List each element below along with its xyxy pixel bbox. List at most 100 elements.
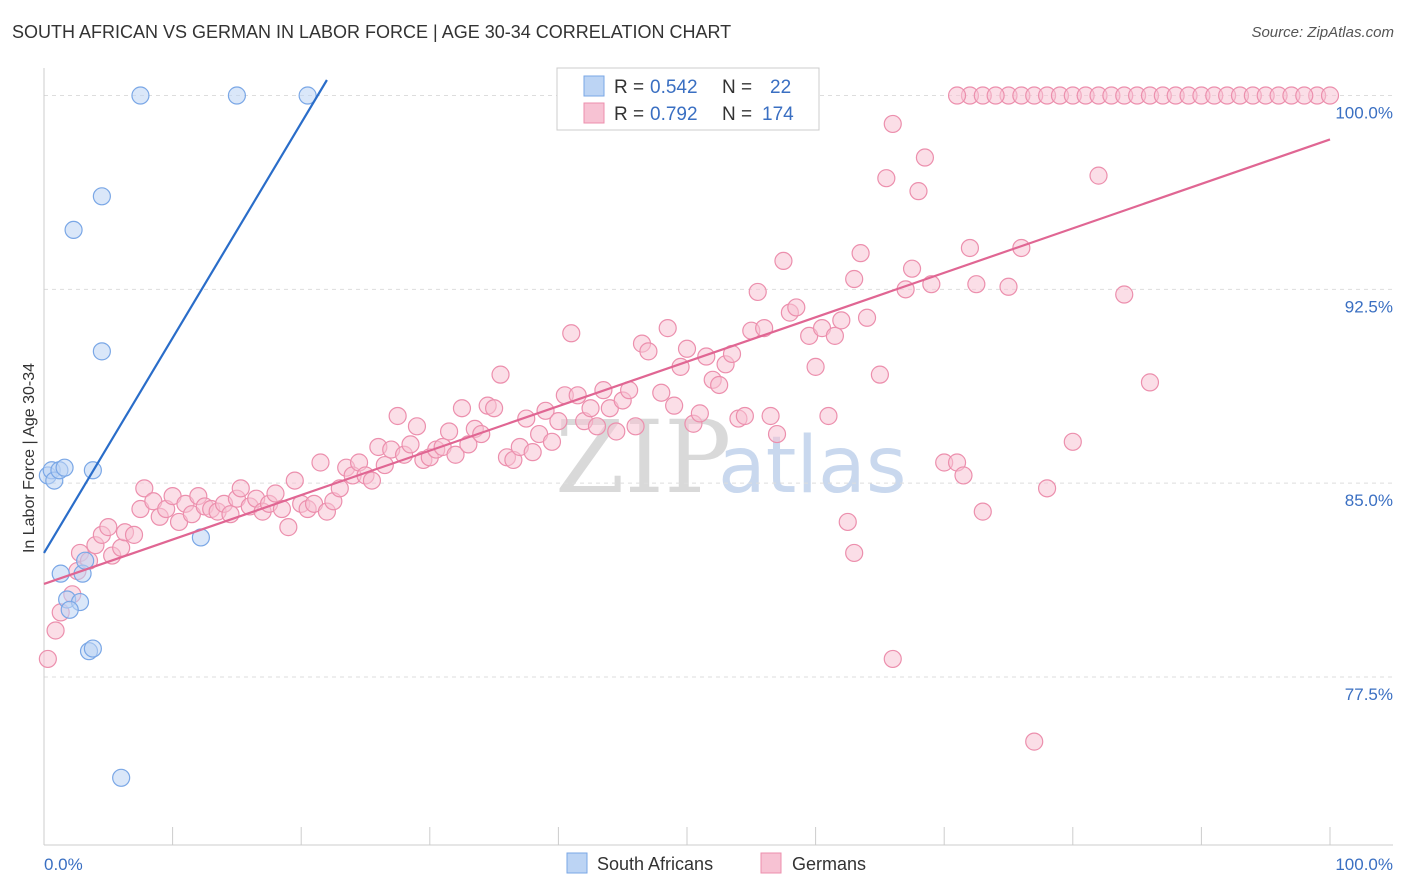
point-germans bbox=[845, 269, 864, 289]
bottom-legend-swatch-south-africans bbox=[566, 852, 588, 874]
legend-r-value-2: 0.792 bbox=[650, 104, 698, 125]
point-germans bbox=[231, 479, 250, 498]
legend-r-label-1: R = bbox=[614, 77, 644, 98]
y-axis-title: In Labor Force | Age 30-34 bbox=[21, 363, 38, 553]
point-germans bbox=[401, 435, 420, 454]
point-germans bbox=[1115, 285, 1134, 304]
legend-swatch-south-africans bbox=[583, 75, 605, 97]
point-germans bbox=[967, 275, 986, 294]
point-germans bbox=[902, 259, 922, 278]
bottom-legend-label-germans: Germans bbox=[792, 854, 866, 874]
y-tick-label: 77.5% bbox=[1345, 685, 1393, 704]
point-germans bbox=[883, 649, 902, 669]
source-label: Source: ZipAtlas.com bbox=[1251, 24, 1394, 41]
point-germans bbox=[710, 375, 729, 395]
point-germans bbox=[279, 518, 298, 537]
point-germans bbox=[459, 435, 478, 454]
point-germans bbox=[999, 277, 1018, 296]
trend-line-south-africans bbox=[43, 79, 328, 554]
point-germans bbox=[38, 649, 57, 669]
point-south-africans bbox=[131, 86, 150, 105]
y-tick-label: 92.5% bbox=[1345, 297, 1393, 316]
point-germans bbox=[755, 319, 774, 338]
legend: R = 0.542 N = 22 R = 0.792 N = 174 bbox=[556, 67, 820, 131]
watermark-atlas: atlas bbox=[718, 421, 907, 511]
legend-n-value-1: 22 bbox=[770, 77, 791, 98]
point-germans bbox=[986, 86, 1005, 105]
x-tick-label-left: 0.0% bbox=[44, 855, 83, 874]
point-germans bbox=[439, 422, 459, 441]
legend-r-value-1: 0.542 bbox=[650, 77, 698, 98]
point-germans bbox=[767, 424, 787, 444]
point-germans bbox=[947, 86, 967, 105]
point-germans bbox=[806, 357, 825, 376]
point-germans bbox=[909, 182, 928, 201]
point-germans bbox=[639, 342, 658, 361]
point-germans bbox=[922, 275, 941, 294]
point-germans bbox=[549, 412, 568, 431]
point-germans bbox=[735, 406, 754, 426]
point-germans bbox=[587, 417, 607, 436]
point-germans bbox=[870, 365, 890, 384]
x-tick-label-right: 100.0% bbox=[1335, 855, 1393, 874]
point-germans bbox=[973, 502, 992, 521]
point-south-africans bbox=[92, 187, 111, 206]
point-germans bbox=[851, 244, 870, 263]
point-germans bbox=[1037, 479, 1057, 498]
point-germans bbox=[285, 471, 304, 490]
point-germans bbox=[446, 445, 465, 464]
point-germans bbox=[819, 406, 838, 426]
point-south-africans bbox=[64, 220, 83, 239]
point-germans bbox=[877, 169, 896, 188]
point-germans bbox=[658, 319, 677, 338]
point-germans bbox=[523, 443, 542, 462]
point-germans bbox=[542, 432, 562, 451]
point-germans bbox=[124, 525, 144, 544]
point-germans bbox=[1320, 86, 1340, 105]
point-south-africans bbox=[92, 342, 111, 361]
axes bbox=[43, 68, 1393, 846]
point-germans bbox=[562, 324, 581, 343]
point-germans bbox=[266, 484, 285, 503]
point-germans bbox=[774, 251, 793, 271]
point-germans bbox=[362, 471, 382, 490]
legend-n-value-2: 174 bbox=[762, 104, 794, 125]
point-germans bbox=[1089, 166, 1108, 185]
point-germans bbox=[954, 466, 973, 485]
point-south-africans bbox=[55, 458, 74, 477]
legend-swatch-germans bbox=[583, 102, 605, 124]
point-germans bbox=[761, 406, 780, 426]
bottom-legend: South Africans Germans bbox=[566, 852, 866, 874]
point-germans bbox=[960, 238, 980, 258]
point-germans bbox=[665, 396, 684, 415]
legend-r-label-2: R = bbox=[614, 104, 644, 125]
point-germans bbox=[491, 365, 510, 384]
y-tick-label: 85.0% bbox=[1345, 491, 1393, 510]
point-germans bbox=[838, 512, 857, 532]
point-south-africans bbox=[83, 639, 102, 658]
legend-n-label-1: N = bbox=[722, 77, 752, 98]
point-germans bbox=[311, 453, 330, 472]
point-germans bbox=[652, 383, 671, 402]
point-germans bbox=[472, 424, 491, 444]
point-germans bbox=[677, 339, 697, 358]
point-germans bbox=[845, 543, 864, 563]
trend-line-germans bbox=[43, 138, 1331, 586]
point-germans bbox=[787, 298, 806, 317]
trend-lines bbox=[43, 79, 1331, 586]
point-germans bbox=[99, 518, 118, 537]
point-germans bbox=[485, 399, 504, 418]
point-germans bbox=[626, 417, 645, 436]
point-germans bbox=[112, 538, 131, 557]
point-germans bbox=[388, 406, 407, 426]
point-germans bbox=[1063, 432, 1082, 451]
point-germans bbox=[272, 499, 292, 519]
point-south-africans bbox=[227, 86, 246, 105]
point-germans bbox=[915, 148, 935, 167]
point-germans bbox=[748, 282, 767, 302]
point-germans bbox=[135, 479, 154, 498]
y-tick-labels: 100.0% 92.5% 85.0% 77.5% bbox=[1335, 104, 1393, 705]
point-south-africans bbox=[298, 86, 317, 105]
point-germans bbox=[825, 326, 844, 345]
